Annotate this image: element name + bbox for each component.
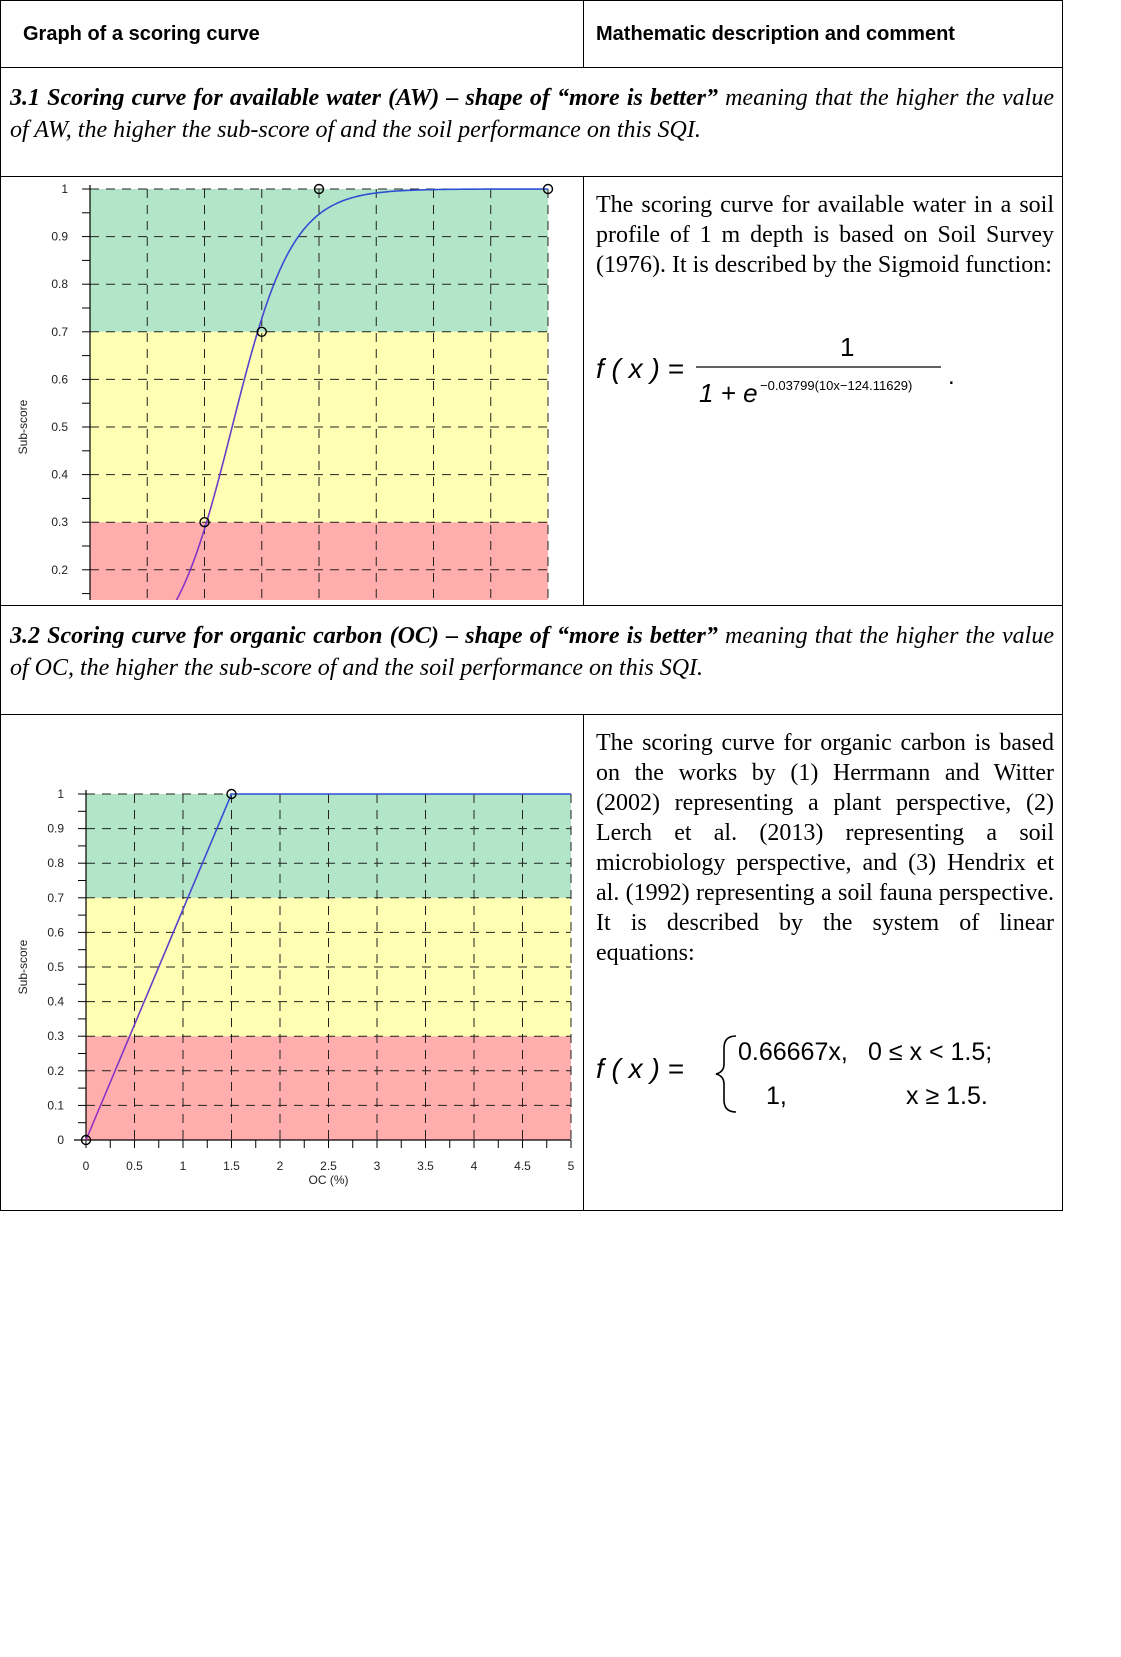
formula1-numerator: 1: [840, 332, 854, 362]
formula1-end: .: [948, 363, 955, 390]
y-tick-label: 0.2: [51, 563, 68, 577]
curve-point-1: [199, 517, 210, 528]
curve-point-3: [313, 183, 325, 195]
curve-point-0: [80, 1134, 92, 1146]
y-tick-label: 0.7: [51, 325, 68, 339]
x-tick-label: 4.5: [514, 1159, 531, 1173]
y-tick-label: 0: [57, 1133, 64, 1147]
aw-scoring-chart: 05010015020025030035040000.10.20.30.40.5…: [16, 182, 558, 712]
x-tick-label: 1.5: [223, 1159, 240, 1173]
piecewise-formula: f ( x ) = 0.66667x, 0 ≤ x < 1.5; 1, x ≥ …: [596, 1035, 992, 1113]
section2-graph-cell: 0 0.5 1 1.5 2 2.5 3 3.5 4 4.5 5 0 0.1 0.2 0.3 0.4 0.5 0.6…: [0, 714, 584, 1211]
y-tick-label: 0.4: [51, 468, 68, 482]
x-tick-label: 4: [471, 1159, 478, 1173]
section2-comment: The scoring curve for organic carbon is …: [596, 730, 1054, 966]
x-tick-label: 0: [83, 1159, 90, 1173]
y-tick-label: 0.3: [47, 1029, 64, 1043]
x-tick-label: 3.5: [417, 1159, 434, 1173]
curve-point-1: [226, 788, 237, 800]
section2-title-bold: 3.2 Scoring curve for organic carbon (OC…: [10, 623, 718, 649]
scoring-curve: [85, 793, 571, 1141]
y-tick-label: 0.6: [47, 925, 64, 939]
y-tick-label: 0.5: [51, 420, 68, 434]
y-tick-label: 0.8: [47, 856, 64, 870]
y-tick-label: 0.5: [47, 960, 64, 974]
x-tick-label: 2.5: [320, 1159, 337, 1173]
formula1-exponent: −0.03799(10x−124.11629): [760, 378, 912, 393]
x-tick-label: 1: [180, 1159, 187, 1173]
scoring-table: Graph of a scoring curve Mathematic desc…: [0, 0, 1063, 1211]
section1-title: 3.1 Scoring curve for available water (A…: [0, 67, 1063, 177]
y-tick-label: 0.1: [47, 1098, 64, 1112]
section2-comment-cell: The scoring curve for organic carbon is …: [583, 714, 1063, 1211]
header-graph: Graph of a scoring curve: [0, 0, 584, 68]
y-tick-label: 0.2: [47, 1064, 64, 1078]
y-axis-label: Sub-score: [16, 399, 30, 454]
x-tick-label: 5: [568, 1159, 575, 1173]
y-tick-label: 0.8: [51, 277, 68, 291]
case2-condition: x ≥ 1.5.: [906, 1082, 988, 1110]
section1-title-bold: 3.1 Scoring curve for available water (A…: [10, 85, 718, 111]
formula2-lhs: f ( x ) =: [596, 1053, 684, 1084]
sigmoid-formula: f ( x ) = 1 1 + e −0.03799(10x−124.11629…: [596, 332, 955, 408]
y-tick-label: 0.9: [47, 822, 64, 836]
y-tick-label: 1: [57, 787, 64, 801]
x-axis-label: OC (%): [309, 1173, 349, 1187]
y-tick-label: 0.9: [51, 230, 68, 244]
formula1-denominator: 1 + e: [699, 378, 758, 408]
section2-title-rest: meaning that the higher the value of OC,…: [10, 623, 1055, 681]
case1-condition: 0 ≤ x < 1.5;: [868, 1038, 992, 1066]
curve-point-4: [542, 183, 554, 195]
section1-title-rest: meaning that the higher the value of AW,…: [10, 85, 1055, 143]
x-tick-label: 0.5: [126, 1159, 143, 1173]
y-tick-label: 1: [61, 182, 68, 196]
x-tick-label: 3: [374, 1159, 381, 1173]
section1-comment: The scoring curve for available water in…: [596, 192, 1054, 278]
section1-comment-cell: The scoring curve for available water in…: [583, 176, 1063, 606]
oc-scoring-chart: 0 0.5 1 1.5 2 2.5 3 3.5 4 4.5 5 0 0.1 0.2 0.3 0.4 0.5 0.6…: [16, 787, 575, 1187]
section1-graph-cell: 05010015020025030035040000.10.20.30.40.5…: [0, 176, 584, 712]
section2-title: 3.2 Scoring curve for organic carbon (OC…: [0, 605, 1063, 715]
header-math: Mathematic description and comment: [583, 0, 1063, 68]
formula1-lhs: f ( x ) =: [596, 353, 684, 384]
x-tick-label: 2: [277, 1159, 284, 1173]
curve-point-2: [256, 326, 267, 338]
case2-expression: 1,: [766, 1082, 787, 1110]
case1-expression: 0.66667x,: [738, 1038, 848, 1066]
y-tick-label: 0.4: [47, 995, 64, 1009]
y-tick-label: 0.7: [47, 891, 64, 905]
y-tick-label: 0.3: [51, 515, 68, 529]
brace-icon: [715, 1035, 737, 1113]
y-axis-label: Sub-score: [16, 939, 30, 994]
y-tick-label: 0.6: [51, 372, 68, 386]
